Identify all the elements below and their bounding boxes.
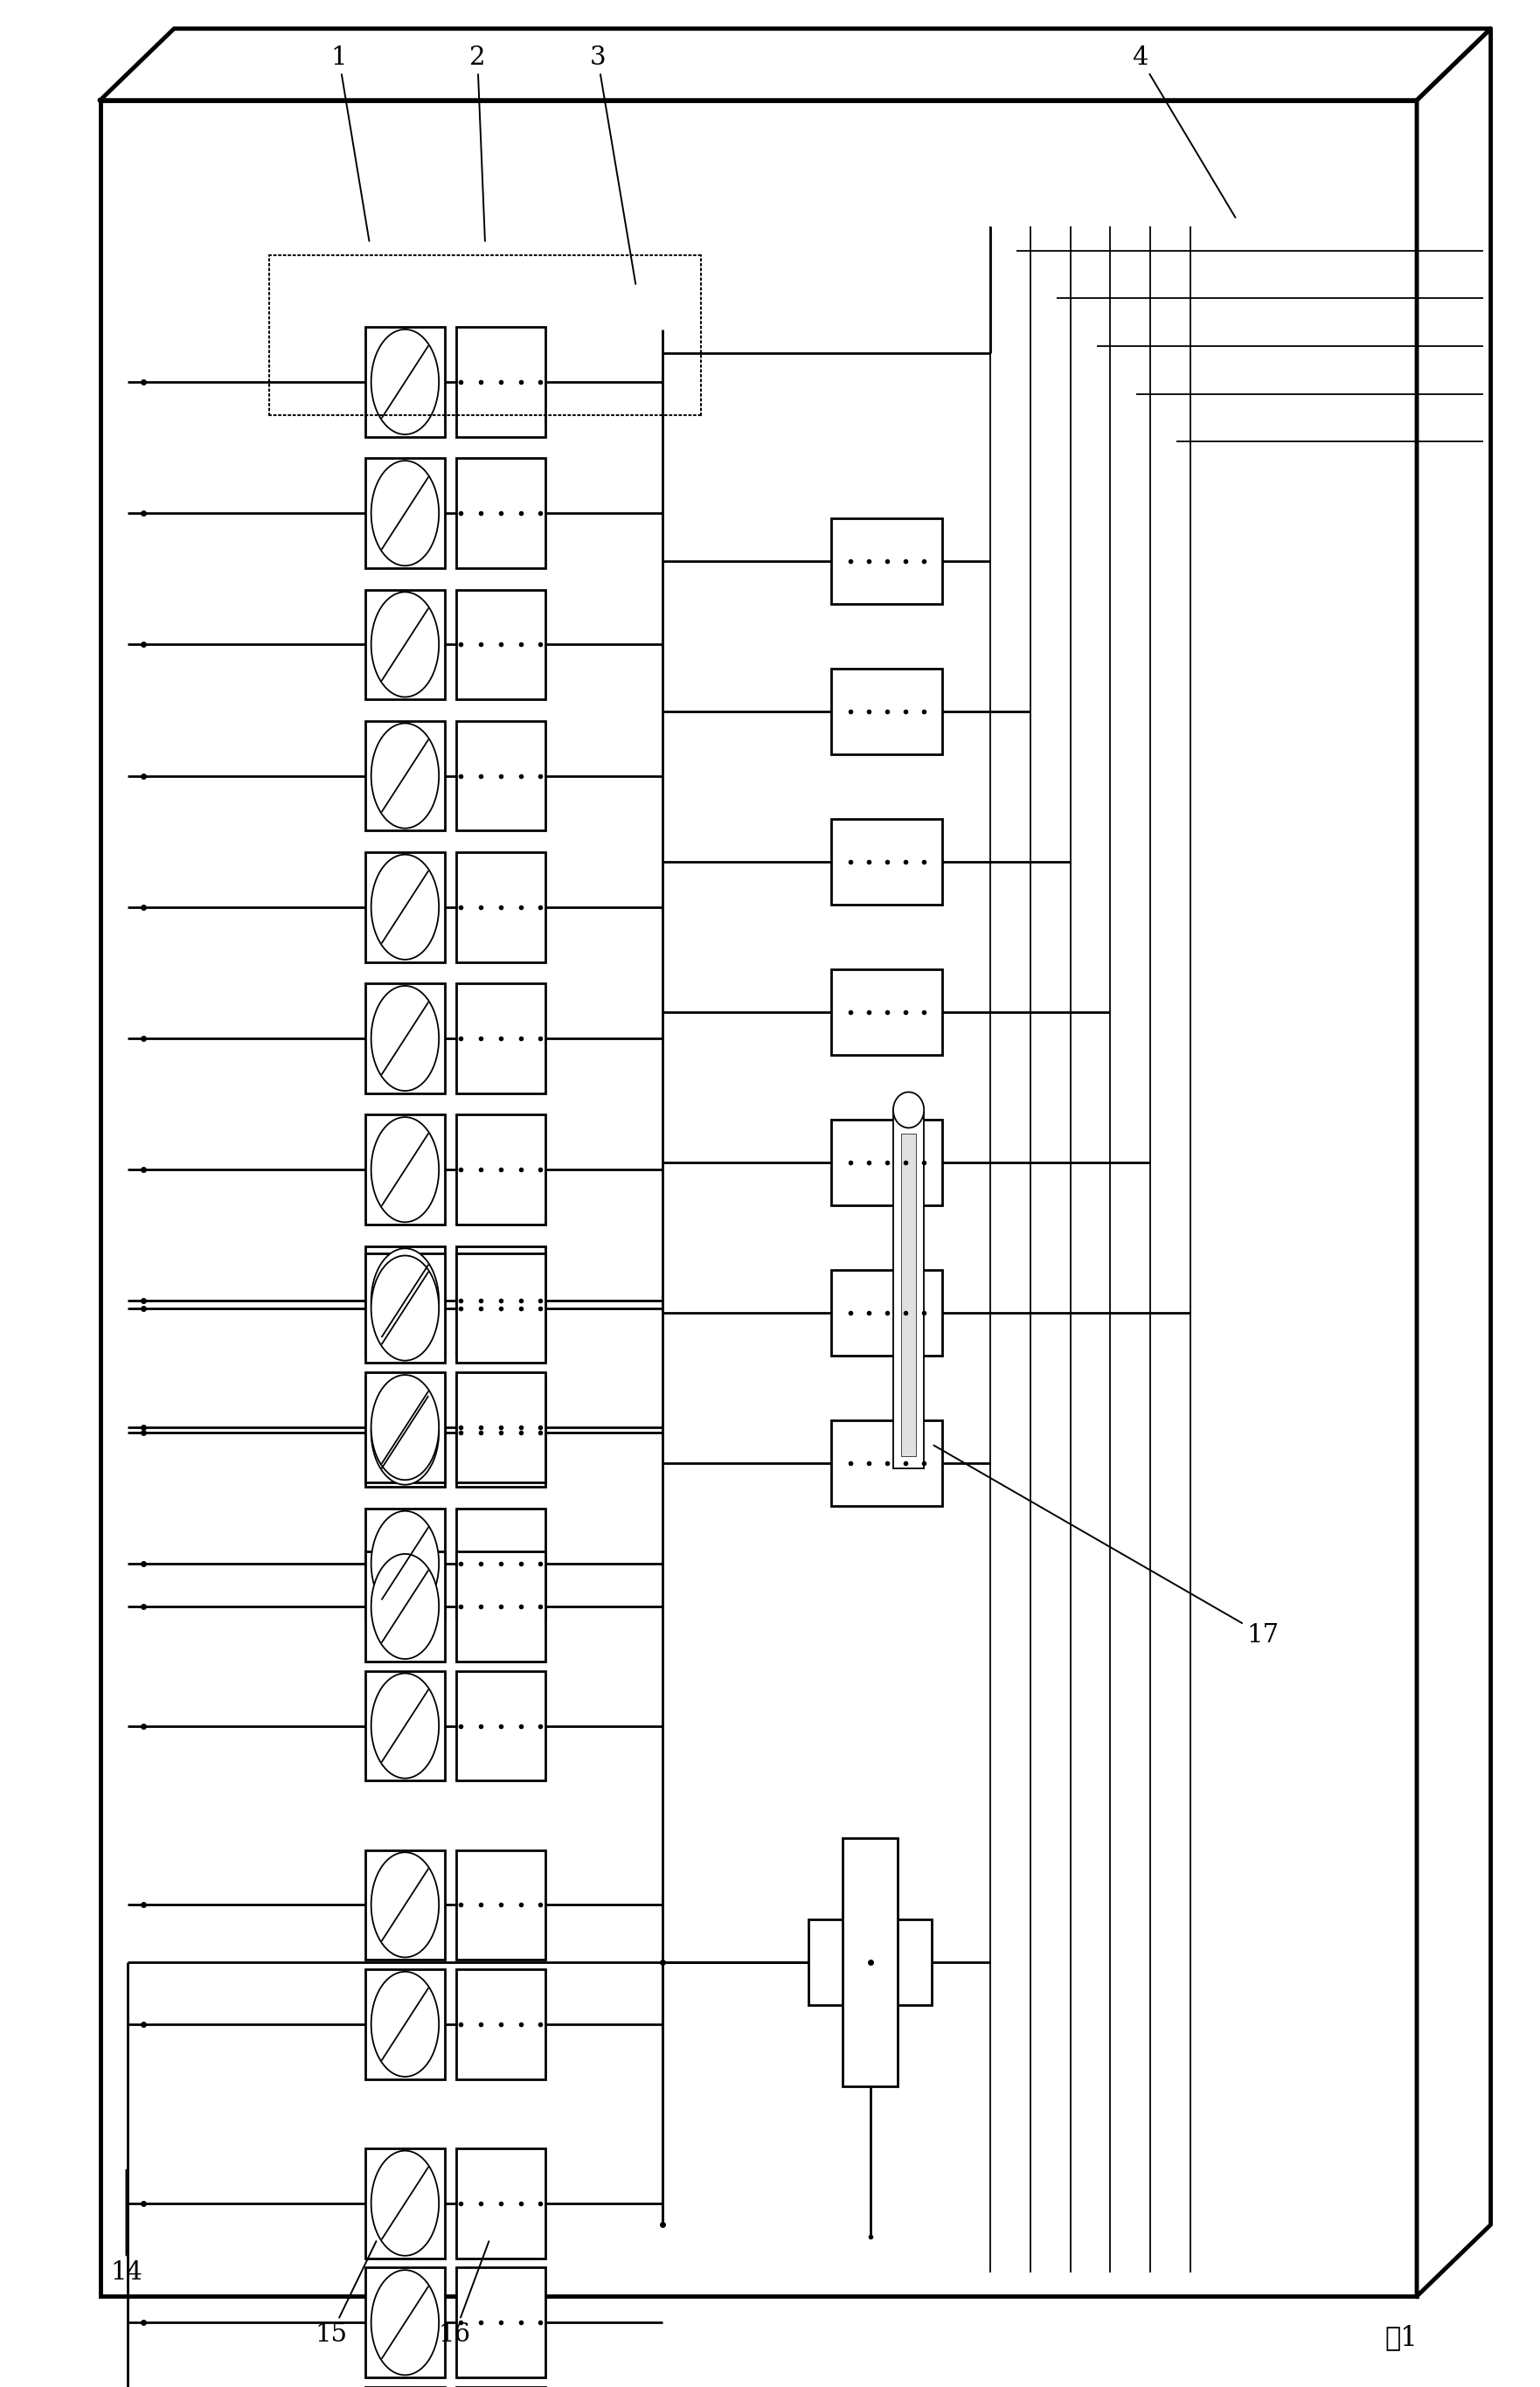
Bar bbox=[893, 1110, 924, 1468]
Bar bbox=[456, 1253, 545, 1363]
Text: 16: 16 bbox=[437, 2241, 488, 2346]
Circle shape bbox=[371, 1256, 439, 1361]
Bar bbox=[456, 1552, 545, 1661]
Circle shape bbox=[371, 1972, 439, 2077]
Bar bbox=[456, 1969, 545, 2079]
Bar bbox=[456, 2148, 545, 2258]
Bar bbox=[456, 1509, 545, 1618]
Text: 图1: 图1 bbox=[1384, 2325, 1418, 2351]
Bar bbox=[365, 2268, 445, 2377]
Bar bbox=[456, 2268, 545, 2377]
Bar bbox=[809, 1919, 932, 2005]
Bar bbox=[456, 1671, 545, 1781]
Bar bbox=[832, 518, 942, 604]
Circle shape bbox=[371, 2151, 439, 2256]
Bar bbox=[365, 1969, 445, 2079]
Bar bbox=[365, 1373, 445, 1482]
Circle shape bbox=[371, 1554, 439, 1659]
Bar bbox=[832, 1270, 942, 1356]
Circle shape bbox=[371, 1380, 439, 1485]
Circle shape bbox=[371, 1673, 439, 1778]
Bar bbox=[365, 1253, 445, 1363]
Polygon shape bbox=[100, 29, 1491, 100]
Circle shape bbox=[371, 1511, 439, 1616]
Bar bbox=[365, 1115, 445, 1225]
Bar bbox=[365, 458, 445, 568]
Text: 14: 14 bbox=[111, 2170, 142, 2284]
Circle shape bbox=[371, 1248, 439, 1353]
Ellipse shape bbox=[893, 1093, 924, 1129]
Circle shape bbox=[371, 855, 439, 960]
Circle shape bbox=[371, 986, 439, 1091]
Text: 4: 4 bbox=[1132, 45, 1235, 217]
Circle shape bbox=[371, 723, 439, 828]
Bar bbox=[456, 1373, 545, 1482]
Circle shape bbox=[371, 1375, 439, 1480]
Text: 15: 15 bbox=[316, 2241, 376, 2346]
Bar bbox=[456, 590, 545, 699]
Bar bbox=[365, 1509, 445, 1618]
Circle shape bbox=[371, 2270, 439, 2375]
Circle shape bbox=[371, 1852, 439, 1957]
Bar bbox=[365, 1377, 445, 1487]
Text: 17: 17 bbox=[933, 1447, 1280, 1647]
Bar bbox=[365, 983, 445, 1093]
Bar bbox=[456, 852, 545, 962]
Circle shape bbox=[371, 329, 439, 434]
Bar bbox=[365, 1850, 445, 1960]
Bar bbox=[456, 983, 545, 1093]
Bar bbox=[832, 1120, 942, 1205]
Circle shape bbox=[371, 461, 439, 566]
Bar bbox=[456, 1115, 545, 1225]
Polygon shape bbox=[1417, 29, 1491, 2296]
Text: 2: 2 bbox=[470, 45, 485, 241]
Bar bbox=[365, 590, 445, 699]
Text: 1: 1 bbox=[331, 45, 370, 241]
Bar bbox=[456, 1850, 545, 1960]
Bar bbox=[365, 1671, 445, 1781]
Bar bbox=[842, 1838, 898, 2086]
Bar bbox=[832, 969, 942, 1055]
Bar bbox=[901, 1134, 916, 1456]
Bar bbox=[100, 100, 1417, 2296]
Circle shape bbox=[371, 1117, 439, 1222]
Bar bbox=[365, 721, 445, 831]
Bar bbox=[365, 327, 445, 437]
Bar bbox=[832, 819, 942, 905]
Bar bbox=[456, 327, 545, 437]
Bar bbox=[456, 458, 545, 568]
Bar bbox=[365, 1552, 445, 1661]
Text: 3: 3 bbox=[590, 45, 636, 284]
Bar bbox=[456, 1246, 545, 1356]
Bar bbox=[365, 852, 445, 962]
Bar bbox=[456, 1377, 545, 1487]
Bar bbox=[456, 721, 545, 831]
Bar bbox=[832, 1420, 942, 1506]
Bar bbox=[832, 668, 942, 754]
Bar bbox=[365, 2148, 445, 2258]
Bar bbox=[365, 1246, 445, 1356]
Circle shape bbox=[371, 592, 439, 697]
